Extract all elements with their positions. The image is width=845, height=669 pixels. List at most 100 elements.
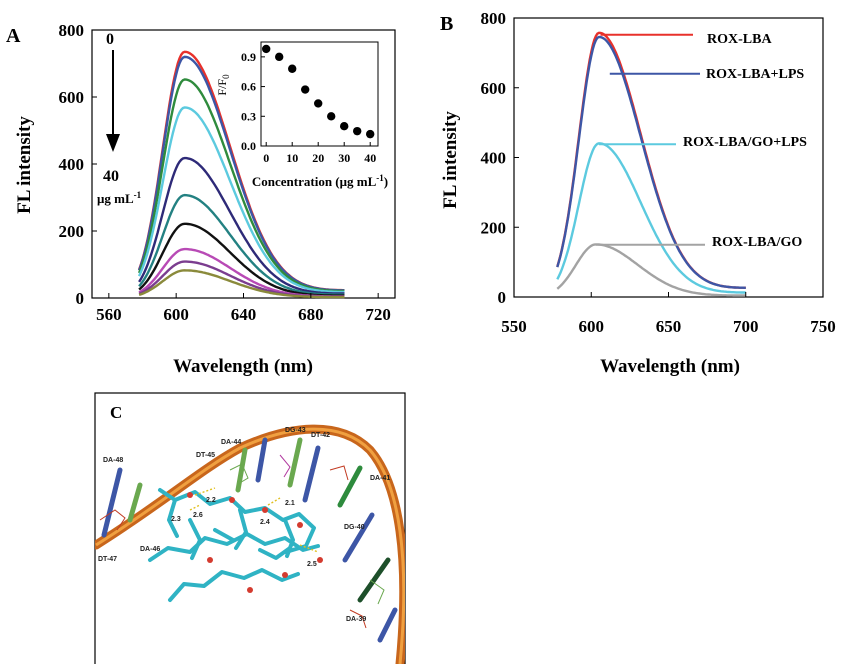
panel-a-series-line: [138, 106, 345, 294]
dna-sidechain-lines: [99, 454, 385, 629]
inset-chart: 0 10 20 30 40 0.0 0.3 0.6 0.9 F/F0 Concentratio…: [215, 41, 388, 189]
panel-b-legend-label: ROX-LBA: [707, 32, 772, 47]
inset-x-axis-label: Concentration (μg mL-1): [252, 173, 388, 189]
panel-a-series-line: [138, 269, 345, 299]
inset-y-tick-label: 0.6: [241, 80, 256, 94]
panel-b-legend-label: ROX-LBA+LPS: [706, 67, 804, 82]
distance-label: 2.6: [193, 512, 203, 519]
residue-label: DT-45: [196, 452, 215, 459]
panel-b-y-ticks: 0 200 400 600 800: [481, 9, 519, 307]
distance-label: 2.5: [307, 561, 317, 568]
panel-b-label: B: [440, 13, 453, 35]
hydrogen-bonds: [189, 487, 319, 553]
inset-y-ticks: 0.0 0.3 0.6 0.9: [241, 50, 265, 153]
residue-label: DA-41: [370, 475, 390, 482]
inset-data-point: [275, 52, 284, 62]
distance-label: 2.2: [206, 497, 216, 504]
panel-a-y-tick-label: 600: [59, 88, 85, 107]
panel-a-series-line: [138, 193, 345, 296]
panel-a-x-tick-label: 600: [163, 305, 189, 324]
distance-labels: 2.2 2.6 2.3 2.1 2.4 2.5: [171, 497, 317, 568]
residue-label: DA-44: [221, 439, 241, 446]
panel-a-series-line: [137, 78, 345, 293]
panel-c-structure: C: [94, 392, 406, 669]
panel-a-y-tick-label: 200: [59, 222, 85, 241]
panel-b-legend-label: ROX-LBA/GO: [712, 235, 802, 250]
panel-b-y-tick-label: 200: [481, 218, 507, 237]
distance-label: 2.3: [171, 516, 181, 523]
panel-a-x-axis-label: Wavelength (nm): [173, 356, 313, 377]
panel-b-x-tick-label: 700: [733, 317, 759, 336]
inset-data-point: [366, 129, 375, 139]
panel-b-series-line: [556, 35, 746, 289]
residue-label: DT-42: [311, 432, 330, 439]
distance-label: 2.1: [285, 500, 295, 507]
residue-label: DA-39: [346, 616, 366, 623]
panel-a-series-line: [138, 222, 345, 297]
inset-x-tick-label: 0: [263, 151, 269, 165]
residue-label: DA-46: [140, 546, 160, 553]
inset-data-point: [288, 64, 297, 73]
ligand-oxygen-atoms: [187, 492, 323, 593]
inset-x-tick-label: 30: [338, 151, 350, 165]
panel-b-x-tick-label: 750: [810, 317, 836, 336]
inset-data-point: [340, 121, 349, 131]
inset-x-tick-label: 40: [364, 151, 376, 165]
panel-b-curves: [556, 31, 746, 297]
panel-a-y-axis-label: FL intensity: [14, 116, 35, 214]
residue-label: DT-47: [98, 556, 117, 563]
inset-data-point: [353, 126, 362, 136]
inset-x-tick-label: 20: [312, 151, 324, 165]
panel-b-y-tick-label: 0: [498, 288, 507, 307]
residue-labels: DA-48 DT-45 DA-44 DG-43 DT-42 DA-41 DG-40 DA-39…: [98, 427, 390, 623]
ligand-sticks: [148, 488, 320, 602]
panel-b-y-tick-label: 600: [481, 79, 507, 98]
panel-a-y-tick-label: 400: [59, 155, 85, 174]
panel-c-label: C: [110, 403, 122, 422]
annotation-start-value: 0: [106, 31, 114, 48]
inset-y-tick-label: 0.9: [241, 50, 256, 64]
residue-label: DG-43: [285, 427, 306, 434]
panel-a-y-ticks: 0 200 400 600 800: [59, 21, 97, 308]
panel-b-x-tick-label: 600: [579, 317, 605, 336]
panel-b-chart: B ROX-LBAROX-LBA+LPSROX-LBA/GO+LPSROX-LB…: [440, 9, 836, 377]
panel-a-y-tick-label: 0: [76, 289, 85, 308]
residue-label: DG-40: [344, 524, 365, 531]
inset-data-point: [301, 85, 310, 94]
panel-b-series-line: [556, 142, 746, 294]
panel-a-x-tick-label: 560: [96, 305, 122, 324]
inset-y-axis-label: F/F0: [215, 74, 231, 96]
panel-a-y-tick-label: 800: [59, 21, 85, 40]
decrease-arrow-head: [106, 134, 120, 152]
dna-backbone-highlight: [95, 427, 405, 664]
molecular-model: DA-48 DT-45 DA-44 DG-43 DT-42 DA-41 DG-40 DA-39…: [95, 424, 405, 664]
panel-b-x-tick-label: 550: [501, 317, 527, 336]
panel-b-y-tick-label: 800: [481, 9, 507, 28]
residue-label: DA-48: [103, 457, 123, 464]
panel-b-x-axis-label: Wavelength (nm): [600, 356, 740, 377]
inset-x-ticks: 0 10 20 30 40: [263, 142, 376, 165]
panel-b-legend: ROX-LBA ROX-LBA+LPS ROX-LBA/GO+LPS ROX-LBA/…: [595, 32, 807, 250]
inset-y-tick-label: 0.0: [241, 139, 256, 153]
panel-a-x-ticks: 560 600 640 680 720: [96, 293, 391, 324]
inset-data-point: [314, 99, 323, 108]
inset-data-point: [327, 112, 336, 121]
inset-x-tick-label: 10: [286, 151, 298, 165]
panel-a-label: A: [6, 25, 21, 47]
annotation-unit: μg mL-1: [97, 190, 142, 206]
panel-a-curves: [137, 50, 345, 299]
panel-b-y-axis-label: FL intensity: [440, 111, 461, 209]
distance-label: 2.4: [260, 519, 270, 526]
panel-b-x-tick-label: 650: [656, 317, 682, 336]
inset-y-tick-label: 0.3: [241, 109, 256, 123]
panel-a-x-tick-label: 720: [365, 305, 391, 324]
inset-data-point: [262, 44, 271, 54]
panel-a-series-line: [138, 156, 345, 295]
panel-b-y-tick-label: 400: [481, 149, 507, 168]
annotation-end-value: 40: [103, 168, 119, 185]
panel-b-series-line: [556, 243, 746, 297]
panel-b-legend-label: ROX-LBA/GO+LPS: [683, 135, 807, 150]
panel-a-x-tick-label: 680: [298, 305, 324, 324]
